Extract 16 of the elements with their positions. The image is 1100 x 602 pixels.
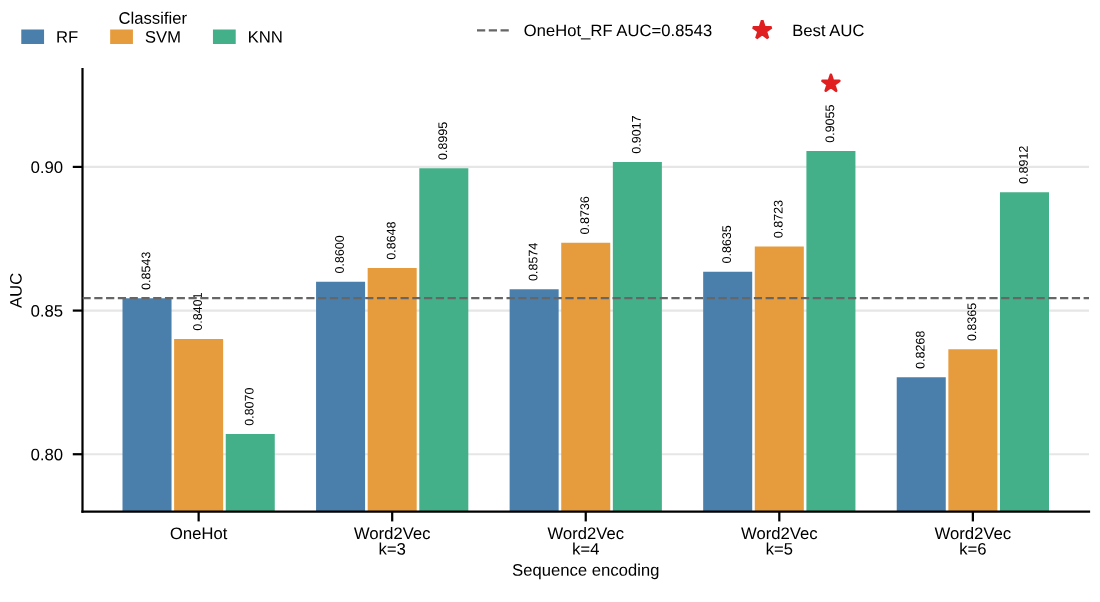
legend-label: Best AUC [793, 24, 864, 37]
x-axis-title: Sequence encoding [512, 563, 659, 580]
y-axis-title: AUC [9, 273, 22, 309]
y-tick-label: 0.90 [31, 161, 63, 174]
x-tick-label: Word2Vec k=4 [547, 526, 624, 555]
legend-label: SVM [145, 30, 180, 43]
legend-label: RF [57, 31, 78, 43]
x-tick-label: Word2Vec k=6 [934, 526, 1011, 555]
legend-title: Classifier [119, 11, 187, 24]
x-tick-label: OneHot [170, 527, 228, 540]
legend-label: OneHot_RF AUC=0.8543 [524, 24, 712, 40]
x-tick-label: Word2Vec k=5 [741, 526, 818, 555]
x-tick-label: Word2Vec k=3 [353, 526, 431, 555]
y-tick-label: 0.80 [31, 448, 63, 461]
y-tick-label: 0.85 [31, 304, 63, 317]
legend-label: KNN [249, 31, 282, 43]
